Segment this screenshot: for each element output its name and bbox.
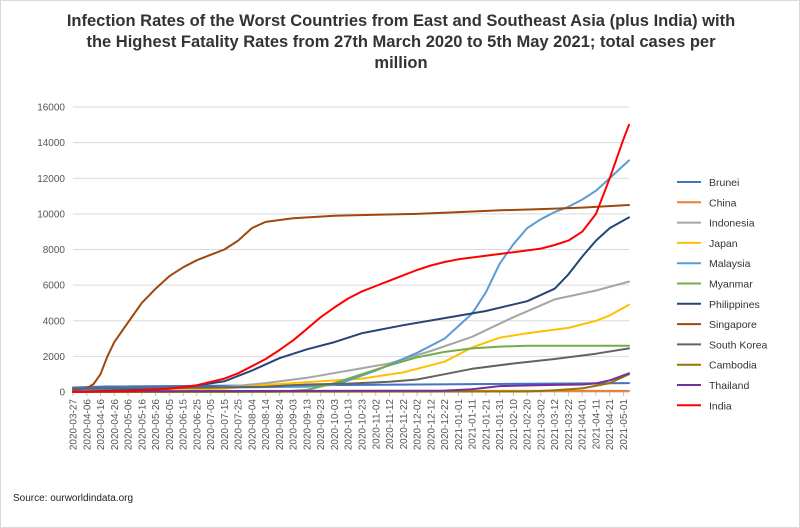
x-tick-label: 2020-07-15 (220, 399, 231, 451)
series-line-south-korea (72, 347, 630, 390)
x-tick-label: 2020-04-16 (96, 399, 107, 451)
legend-label-indonesia: Indonesia (709, 218, 755, 230)
x-tick-label: 2021-02-10 (509, 399, 520, 451)
legend-label-thailand: Thailand (709, 380, 749, 392)
x-tick-label: 2020-04-26 (110, 399, 121, 451)
x-tick-label: 2020-05-16 (137, 399, 148, 451)
x-tick-label: 2020-08-14 (261, 399, 272, 451)
x-tick-label: 2020-09-13 (302, 399, 313, 451)
y-tick-label: 0 (59, 388, 65, 399)
x-tick-label: 2021-04-01 (578, 399, 589, 451)
y-tick-label: 14000 (37, 138, 65, 149)
x-tick-label: 2020-12-02 (413, 399, 424, 451)
x-tick-label: 2021-04-11 (591, 399, 602, 450)
x-tick-label: 2020-04-06 (82, 399, 93, 451)
y-tick-label: 10000 (37, 209, 65, 220)
x-tick-label: 2020-07-25 (234, 399, 245, 451)
y-tick-label: 8000 (43, 245, 66, 256)
series-line-brunei (72, 382, 630, 389)
y-tick-label: 6000 (43, 281, 66, 292)
legend-label-singapore: Singapore (709, 319, 757, 331)
y-tick-label: 4000 (43, 316, 66, 327)
legend-label-myanmar: Myanmar (709, 279, 753, 291)
x-tick-label: 2021-01-01 (454, 399, 465, 451)
x-tick-label: 2020-08-04 (247, 399, 258, 451)
x-tick-label: 2021-03-12 (550, 399, 561, 451)
x-tick-label: 2021-01-21 (481, 399, 492, 451)
source-note: Source: ourworldindata.org (13, 493, 134, 504)
legend-label-malaysia: Malaysia (709, 258, 751, 270)
x-tick-label: 2021-02-20 (523, 399, 534, 451)
y-tick-label: 2000 (43, 352, 66, 363)
series-line-singapore (72, 204, 630, 391)
x-tick-label: 2020-06-15 (179, 399, 190, 451)
series-line-philippines (72, 216, 630, 393)
x-tick-label: 2021-01-31 (495, 399, 506, 451)
y-tick-label: 12000 (37, 174, 65, 185)
series-line-cambodia (72, 373, 630, 393)
x-tick-label: 2020-11-02 (371, 399, 382, 450)
x-tick-label: 2020-06-25 (192, 399, 203, 451)
series-line-japan (72, 303, 630, 393)
legend-label-cambodia: Cambodia (709, 360, 757, 372)
legend-label-brunei: Brunei (709, 177, 739, 189)
x-tick-label: 2021-01-11 (468, 399, 479, 450)
chart-title: Infection Rates of the Worst Countries f… (66, 12, 736, 72)
x-tick-label: 2020-09-23 (316, 399, 327, 451)
x-tick-label: 2020-10-23 (358, 399, 369, 451)
x-tick-label: 2020-05-26 (151, 399, 162, 451)
legend-label-china: China (709, 197, 737, 209)
x-tick-label: 2020-10-03 (330, 399, 341, 451)
x-tick-label: 2021-03-22 (564, 399, 575, 451)
legend-label-south-korea: South Korea (709, 339, 768, 351)
x-tick-label: 2021-03-02 (536, 399, 547, 451)
x-tick-label: 2020-07-05 (206, 399, 217, 451)
y-tick-label: 16000 (37, 103, 65, 114)
legend-label-india: India (709, 400, 732, 412)
x-tick-label: 2020-10-13 (344, 399, 355, 451)
x-tick-label: 2020-12-22 (440, 399, 451, 451)
x-tick-label: 2020-03-27 (69, 399, 80, 451)
x-tick-label: 2020-08-24 (275, 399, 286, 451)
x-tick-label: 2020-11-12 (385, 399, 396, 450)
x-tick-label: 2020-12-12 (426, 399, 437, 451)
x-tick-label: 2020-05-06 (124, 399, 135, 451)
series-line-india (72, 123, 630, 393)
series-line-thailand (72, 372, 630, 393)
x-tick-label: 2021-05-01 (619, 399, 630, 451)
x-tick-label: 2020-11-22 (399, 399, 410, 450)
legend-label-japan: Japan (709, 238, 738, 250)
x-tick-label: 2020-06-05 (165, 399, 176, 451)
x-tick-label: 2021-04-21 (605, 399, 616, 451)
legend-label-philippines: Philippines (709, 299, 760, 311)
x-tick-label: 2020-09-03 (289, 399, 300, 451)
